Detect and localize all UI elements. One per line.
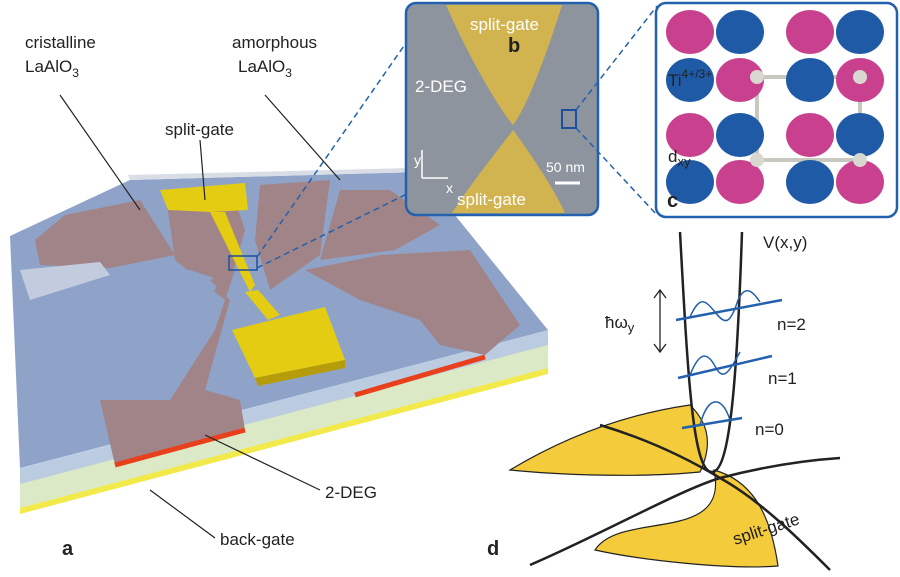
label: split-gate <box>457 190 526 209</box>
axis-label: y <box>414 152 421 168</box>
orbital-lobe <box>716 10 764 54</box>
level-label: n=0 <box>755 420 784 439</box>
subscript: 3 <box>285 66 292 80</box>
label: ħωy <box>605 313 635 335</box>
level-label: n=1 <box>768 369 797 388</box>
label-text: cristalline <box>25 33 96 52</box>
device-3d <box>10 168 548 514</box>
level-label: n=2 <box>777 315 806 334</box>
orbital-lobe <box>836 113 884 157</box>
label: V(x,y) <box>763 233 807 252</box>
subscript: xy <box>677 154 691 169</box>
ti-atom <box>750 70 764 84</box>
leader <box>149 489 216 539</box>
orbital-lobe <box>786 58 834 102</box>
orbital-lobe <box>836 160 884 204</box>
leader <box>264 94 341 181</box>
label: Ti4+/3+ <box>668 67 712 90</box>
leader <box>59 94 141 211</box>
orbital-lobe <box>666 10 714 54</box>
orbital-lobe <box>666 160 714 204</box>
label: split-gate <box>470 15 539 34</box>
label-text: LaAlO <box>25 57 72 76</box>
label-text: ħω <box>605 313 628 332</box>
panel-letter: c <box>667 190 678 212</box>
panel-d <box>508 231 841 571</box>
orbital-lobe <box>716 113 764 157</box>
subscript: y <box>628 320 635 335</box>
leader <box>199 139 206 201</box>
orbital-lobe <box>836 10 884 54</box>
label-text: Ti <box>668 71 682 90</box>
label: 2-DEG <box>415 77 467 96</box>
panel-c <box>654 1 899 219</box>
label: cristalline LaAlO3 <box>25 33 96 80</box>
orbital-lobe <box>666 113 714 157</box>
label: dxy <box>668 147 691 169</box>
label-text: d <box>668 147 677 166</box>
panel-letter: b <box>508 35 520 57</box>
orbital-lobe <box>666 58 714 102</box>
superscript: 4+/3+ <box>682 67 713 81</box>
zoom-line <box>575 5 658 111</box>
orbital-lobe <box>786 113 834 157</box>
ti-atom <box>853 70 867 84</box>
label: 2-DEG <box>325 483 377 502</box>
orbital-lobe <box>716 160 764 204</box>
panel-letter: a <box>62 538 74 560</box>
label: amorphous LaAlO3 <box>232 33 317 80</box>
orbital-lobe <box>786 10 834 54</box>
ti-atom <box>853 153 867 167</box>
panel-letter: d <box>487 538 499 560</box>
axis-label: x <box>446 180 453 196</box>
leader <box>204 434 321 491</box>
orbital-lobe <box>786 160 834 204</box>
subscript: 3 <box>72 66 79 80</box>
label-text: amorphous <box>232 33 317 52</box>
ti-atom <box>750 153 764 167</box>
panel-b <box>404 1 600 217</box>
zoom-line <box>256 29 416 258</box>
label-text: LaAlO <box>238 57 285 76</box>
label: back-gate <box>220 530 295 549</box>
scale-label: 50 nm <box>546 159 585 175</box>
label: split-gate <box>165 120 234 139</box>
orbital-lobe <box>716 58 764 102</box>
